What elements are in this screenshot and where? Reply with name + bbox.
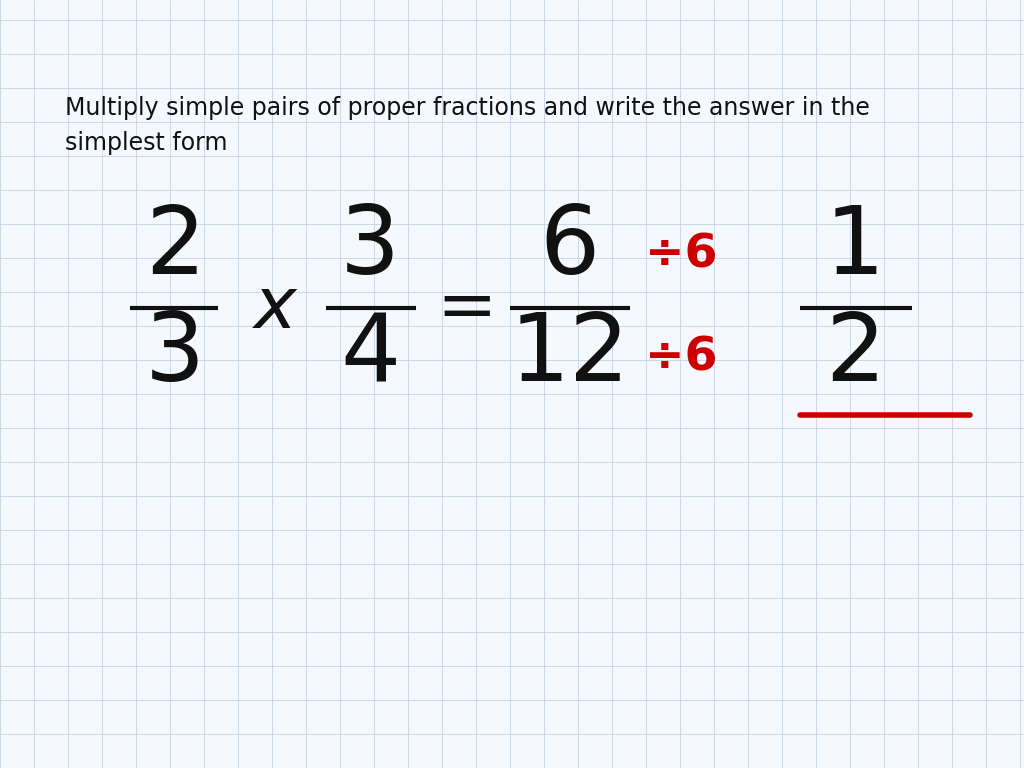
- Text: 6: 6: [540, 202, 600, 294]
- Text: Multiply simple pairs of proper fractions and write the answer in the: Multiply simple pairs of proper fraction…: [65, 96, 869, 120]
- Text: 1: 1: [825, 202, 885, 294]
- Text: x: x: [254, 273, 296, 343]
- Text: ÷6: ÷6: [645, 233, 718, 277]
- Text: ÷6: ÷6: [645, 336, 718, 380]
- Text: 3: 3: [145, 309, 205, 401]
- Text: 2: 2: [825, 309, 885, 401]
- Text: 12: 12: [510, 309, 630, 401]
- Text: 2: 2: [145, 202, 205, 294]
- Text: 4: 4: [340, 309, 400, 401]
- Text: 3: 3: [340, 202, 400, 294]
- Text: =: =: [437, 273, 498, 343]
- Text: simplest form: simplest form: [65, 131, 227, 155]
